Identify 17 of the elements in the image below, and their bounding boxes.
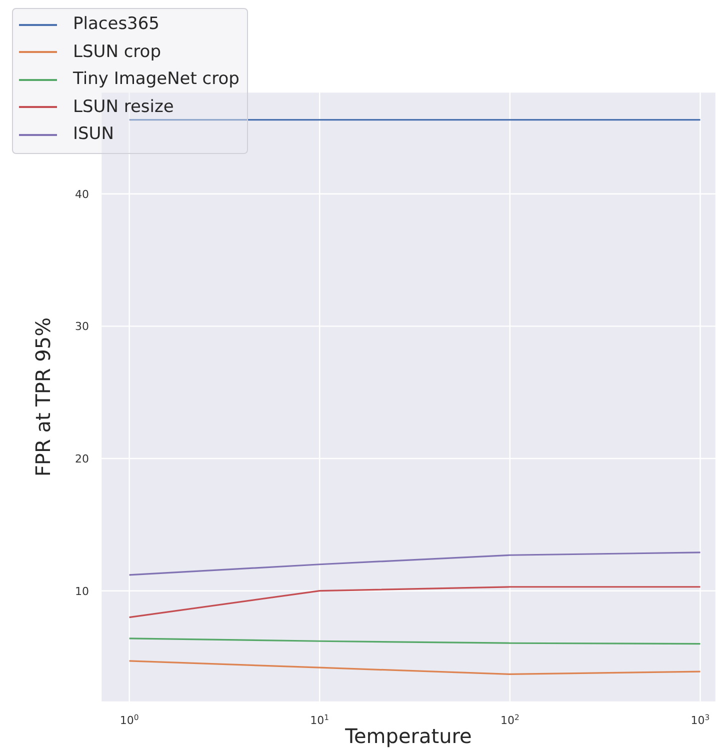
x-axis-title: Temperature — [344, 724, 472, 748]
legend-label: Places365 — [73, 13, 160, 36]
legend-label: LSUN resize — [73, 96, 174, 118]
legend-label: LSUN crop — [73, 40, 161, 64]
line-series — [128, 660, 702, 676]
legend-label: ISUN — [73, 123, 114, 146]
y-tick-label: 20 — [75, 452, 89, 466]
x-tick-label: 10$^{0}$ — [120, 712, 139, 727]
line-series — [128, 552, 702, 576]
y-axis-title: FPR at TPR 95% — [31, 317, 56, 477]
legend-label: Tiny ImageNet crop — [73, 68, 240, 91]
y-tick-label: 10 — [75, 584, 89, 598]
x-tick-label: 10$^{2}$ — [500, 712, 520, 727]
x-tick-label: 10$^{1}$ — [310, 712, 330, 727]
y-tick-label: 40 — [75, 188, 89, 201]
x-tick-label: 10$^{3}$ — [690, 712, 710, 727]
y-tick-label: 30 — [75, 320, 89, 334]
